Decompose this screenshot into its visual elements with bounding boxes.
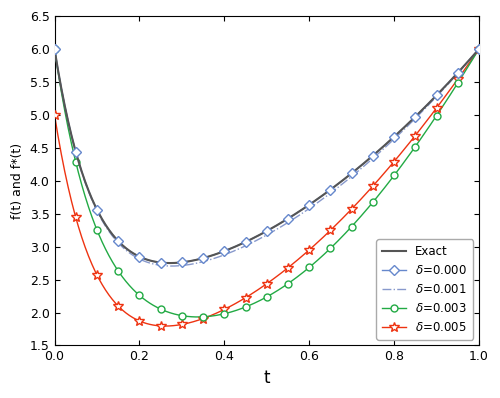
Y-axis label: f(t) and f*(t): f(t) and f*(t) (11, 143, 24, 219)
Legend: Exact, $\delta$=0.000, $\delta$=0.001, $\delta$=0.003, $\delta$=0.005: Exact, $\delta$=0.000, $\delta$=0.001, $… (376, 239, 473, 339)
X-axis label: t: t (264, 369, 270, 387)
